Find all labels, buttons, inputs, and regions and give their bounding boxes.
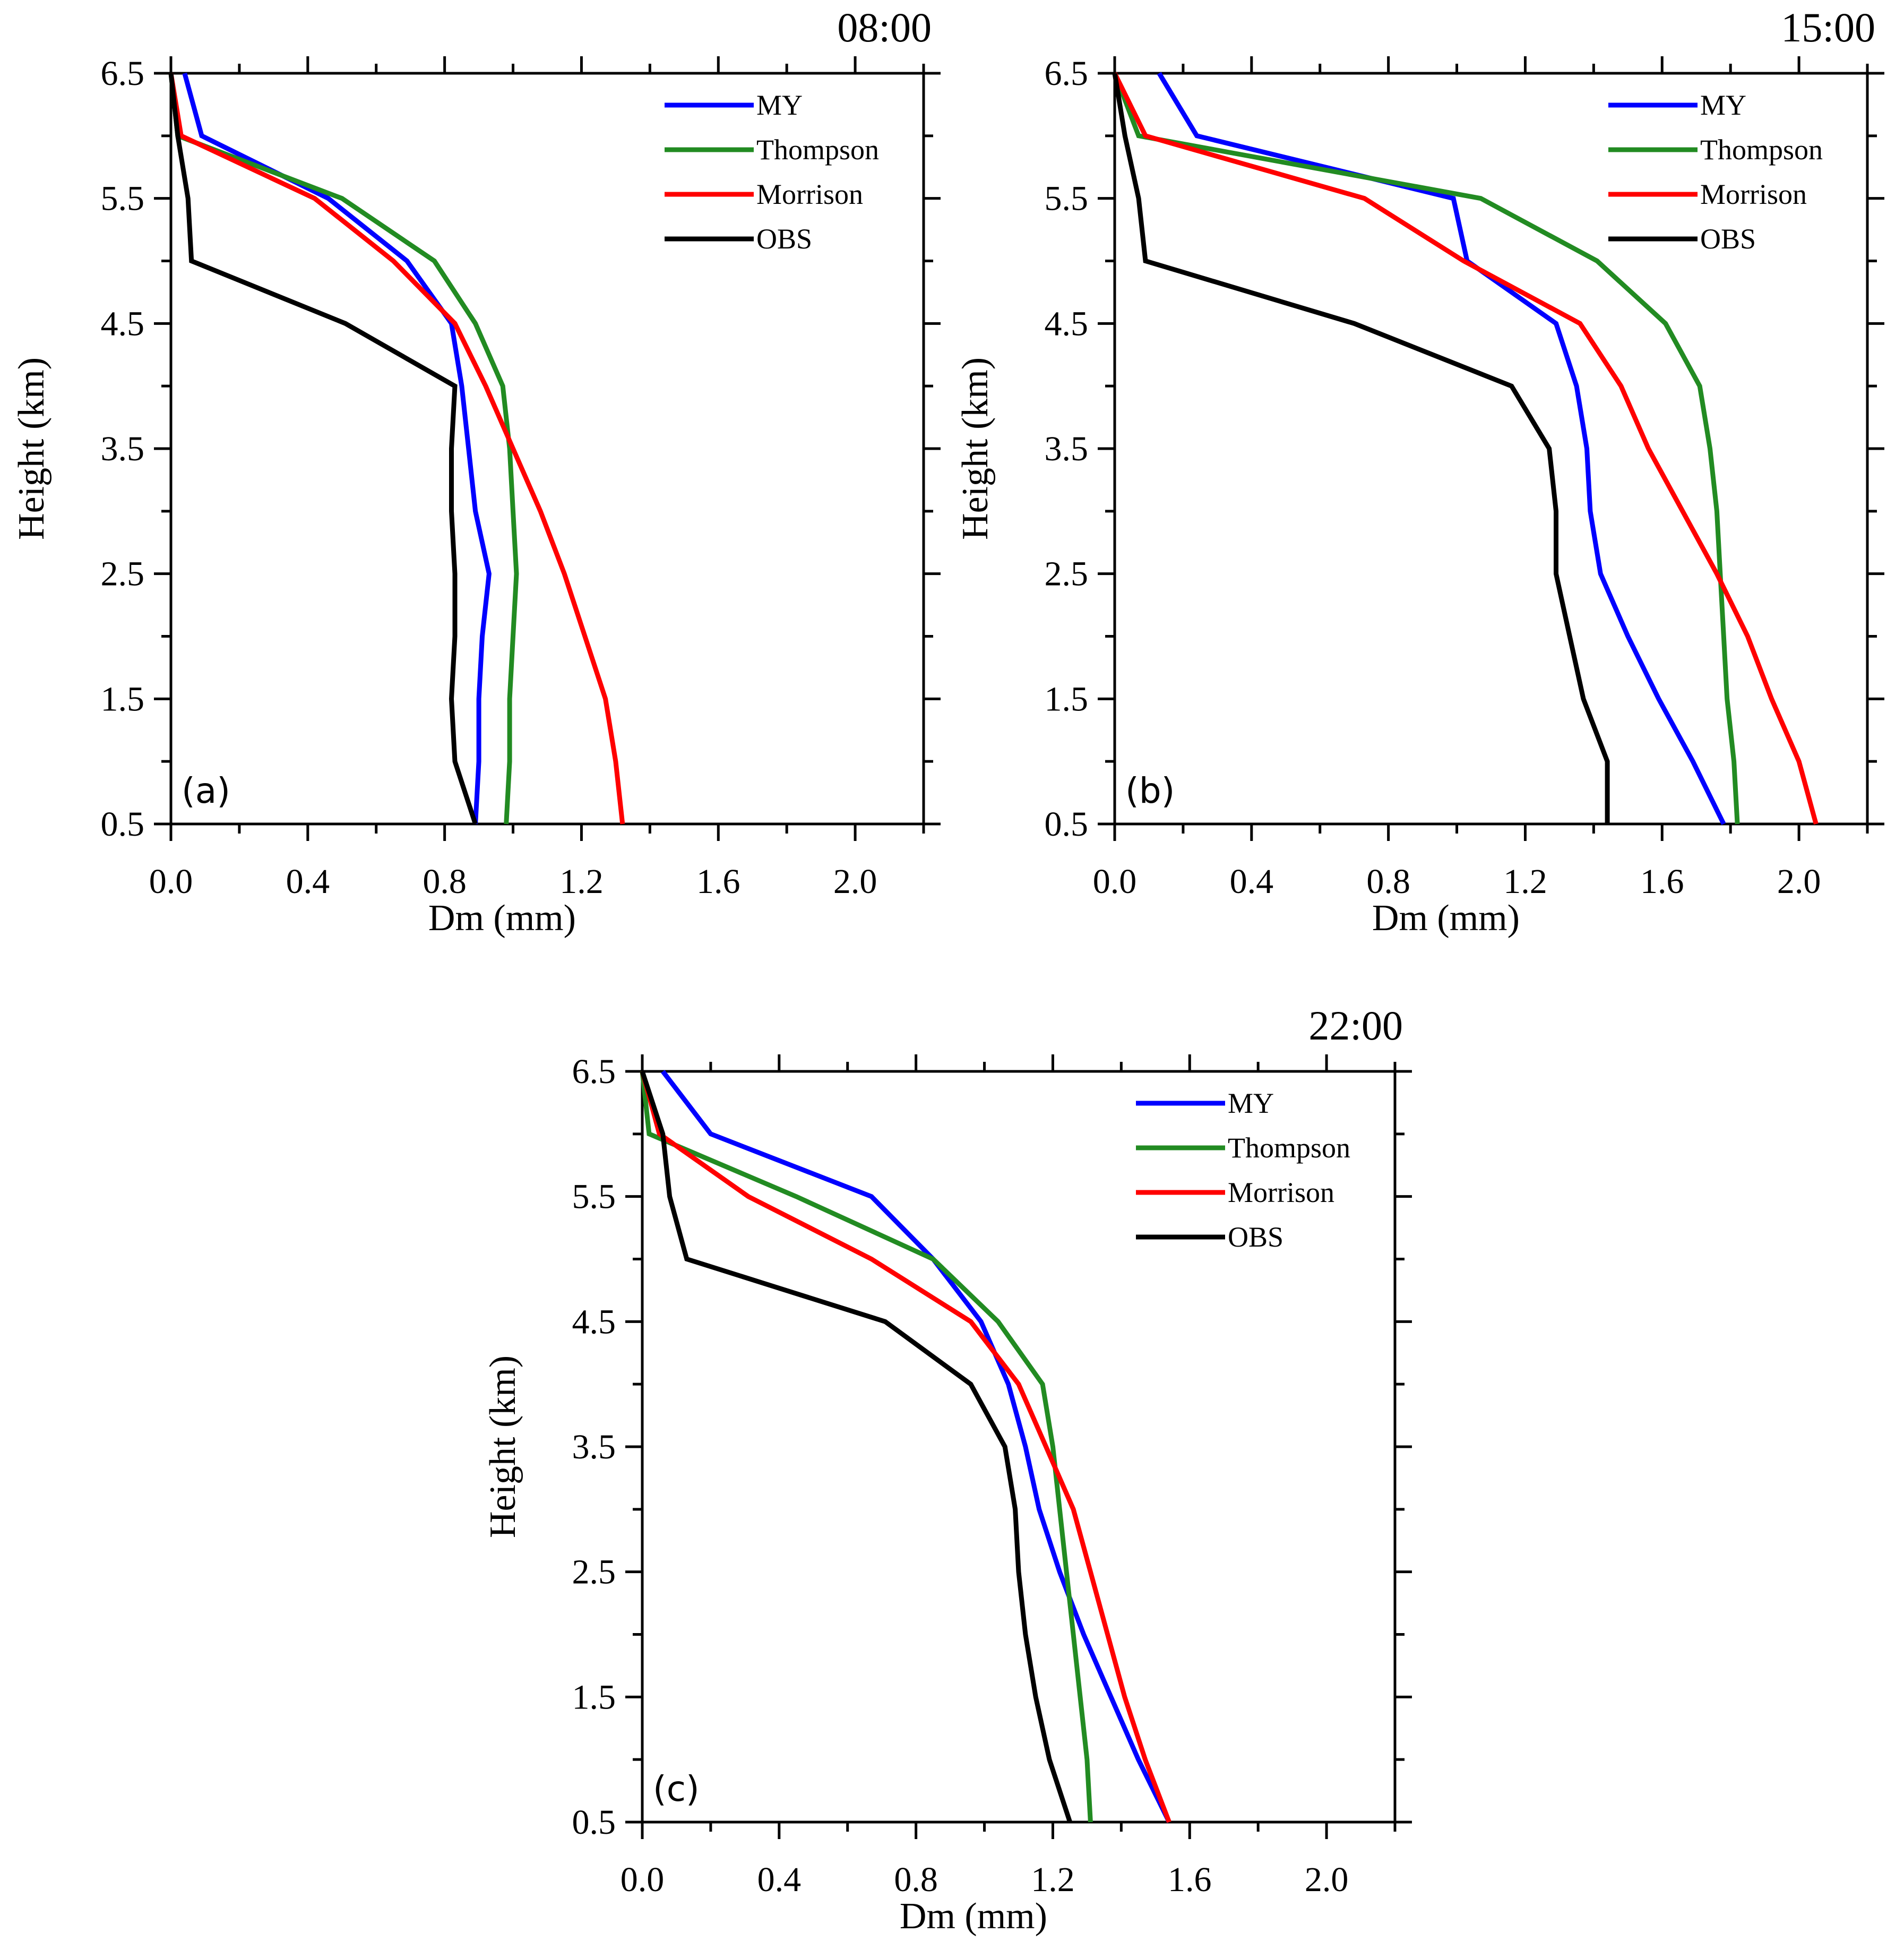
y-tick-label: 0.5 bbox=[1045, 805, 1089, 844]
legend-label-my: MY bbox=[1700, 89, 1746, 121]
y-tick-label: 6.5 bbox=[572, 1052, 616, 1091]
legend-label-obs: OBS bbox=[756, 223, 812, 255]
x-tick-label: 2.0 bbox=[1777, 862, 1821, 901]
x-tick-label: 0.8 bbox=[423, 862, 467, 901]
legend-label-my: MY bbox=[1228, 1087, 1274, 1119]
series-line-obs bbox=[168, 73, 478, 825]
y-tick-label: 4.5 bbox=[1045, 304, 1089, 343]
x-tick-label: 0.4 bbox=[1230, 862, 1274, 901]
y-tick-label: 3.5 bbox=[572, 1428, 616, 1466]
legend-label-morrison: Morrison bbox=[756, 178, 863, 210]
series-line-obs bbox=[640, 1070, 1072, 1823]
x-axis-title: Dm (mm) bbox=[428, 898, 576, 939]
series-line-morrison bbox=[1112, 72, 1819, 825]
x-axis-title: Dm (mm) bbox=[900, 1896, 1047, 1937]
legend-label-obs: OBS bbox=[1700, 223, 1756, 255]
x-tick-label: 1.2 bbox=[1503, 862, 1547, 901]
x-tick-label: 1.2 bbox=[559, 862, 604, 901]
legend-label-morrison: Morrison bbox=[1228, 1176, 1334, 1208]
y-tick-label: 4.5 bbox=[101, 304, 145, 343]
legend-label-morrison: Morrison bbox=[1700, 178, 1807, 210]
series-line-morrison bbox=[640, 1070, 1171, 1823]
series-line-thompson bbox=[1112, 72, 1740, 825]
y-axis-title: Height (km) bbox=[483, 1355, 523, 1538]
panel-label: (a) bbox=[182, 770, 230, 811]
time-label: 22:00 bbox=[1308, 1002, 1403, 1049]
x-tick-label: 0.0 bbox=[1093, 862, 1137, 901]
panel-label: (c) bbox=[653, 1768, 700, 1809]
y-tick-label: 2.5 bbox=[572, 1553, 616, 1592]
x-tick-label: 0.8 bbox=[894, 1860, 938, 1899]
y-tick-label: 5.5 bbox=[1045, 179, 1089, 218]
y-tick-label: 3.5 bbox=[1045, 430, 1089, 468]
y-tick-label: 2.5 bbox=[101, 555, 145, 594]
chart-panel-a: 0.0 0.4 0.8 1.2 1.6 2.0 0.5 1.5 2.5 3.5 4.5 5.5 6.5 D… bbox=[11, 4, 941, 939]
series-line-thompson bbox=[640, 1071, 1093, 1823]
legend-label-obs: OBS bbox=[1228, 1221, 1283, 1253]
legend-label-thompson: Thompson bbox=[1228, 1132, 1350, 1164]
y-tick-label: 5.5 bbox=[101, 179, 145, 218]
y-axis-title: Height (km) bbox=[11, 357, 52, 540]
x-tick-label: 0.0 bbox=[149, 862, 193, 901]
time-label: 08:00 bbox=[837, 4, 932, 50]
y-axis-title: Height (km) bbox=[955, 357, 996, 540]
legend-label-thompson: Thompson bbox=[1700, 134, 1823, 166]
x-tick-label: 0.0 bbox=[621, 1860, 665, 1899]
panel-label: (b) bbox=[1125, 770, 1175, 811]
y-tick-label: 4.5 bbox=[572, 1302, 616, 1341]
x-tick-label: 0.4 bbox=[286, 862, 330, 901]
x-tick-label: 2.0 bbox=[1305, 1860, 1349, 1899]
y-tick-label: 6.5 bbox=[1045, 54, 1089, 93]
legend-label-thompson: Thompson bbox=[756, 134, 879, 166]
x-tick-label: 2.0 bbox=[833, 862, 877, 901]
x-tick-label: 1.2 bbox=[1031, 1860, 1075, 1899]
series-line-thompson bbox=[168, 73, 519, 825]
series-line-morrison bbox=[168, 73, 625, 825]
series-line-my bbox=[661, 1070, 1171, 1823]
y-tick-label: 1.5 bbox=[1045, 680, 1089, 718]
time-label: 15:00 bbox=[1781, 4, 1875, 50]
series-line-my bbox=[1157, 72, 1726, 825]
y-tick-label: 2.5 bbox=[1045, 555, 1089, 594]
series-line-my bbox=[182, 72, 492, 825]
x-tick-label: 1.6 bbox=[1168, 1860, 1212, 1899]
y-tick-label: 3.5 bbox=[101, 430, 145, 468]
y-tick-label: 1.5 bbox=[101, 680, 145, 718]
y-tick-label: 0.5 bbox=[101, 805, 145, 844]
legend-label-my: MY bbox=[756, 89, 803, 121]
y-tick-label: 1.5 bbox=[572, 1678, 616, 1716]
y-tick-label: 0.5 bbox=[572, 1803, 616, 1842]
x-tick-label: 0.8 bbox=[1366, 862, 1410, 901]
x-tick-label: 1.6 bbox=[1640, 862, 1684, 901]
y-tick-label: 5.5 bbox=[572, 1178, 616, 1216]
x-axis-title: Dm (mm) bbox=[1372, 898, 1520, 939]
chart-panel-c: 0.0 0.4 0.8 1.2 1.6 2.0 0.5 1.5 2.5 3.5 4.5 5.5 6.5 D… bbox=[483, 1002, 1412, 1937]
chart-panel-b: 0.0 0.4 0.8 1.2 1.6 2.0 0.5 1.5 2.5 3.5 4.5 5.5 6.5 D… bbox=[955, 4, 1884, 939]
x-tick-label: 0.4 bbox=[757, 1860, 802, 1899]
y-tick-label: 6.5 bbox=[101, 54, 145, 93]
x-tick-label: 1.6 bbox=[696, 862, 740, 901]
series-line-obs bbox=[1112, 73, 1610, 824]
